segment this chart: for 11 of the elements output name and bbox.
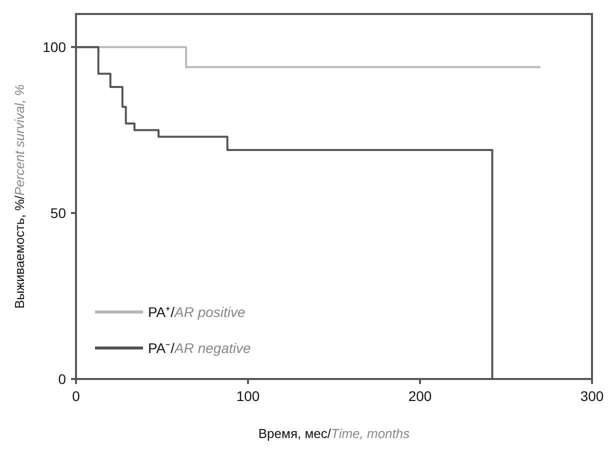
x-tick-label: 200 (408, 388, 432, 404)
y-tick-label: 100 (42, 39, 66, 56)
y-tick-label: 0 (58, 371, 66, 387)
x-tick-label: 0 (72, 388, 80, 404)
x-tick-label: 300 (580, 388, 604, 404)
y-axis-title: Выживаемость, %/Percent survival, % (12, 84, 27, 309)
legend-label: PA⁻/AR negative (148, 340, 252, 356)
x-axis-title: Время, мес/Time, months (258, 426, 410, 441)
legend-label: PA⁺/AR positive (148, 304, 246, 320)
x-tick-label: 100 (236, 388, 260, 404)
y-tick-label: 50 (50, 205, 66, 222)
